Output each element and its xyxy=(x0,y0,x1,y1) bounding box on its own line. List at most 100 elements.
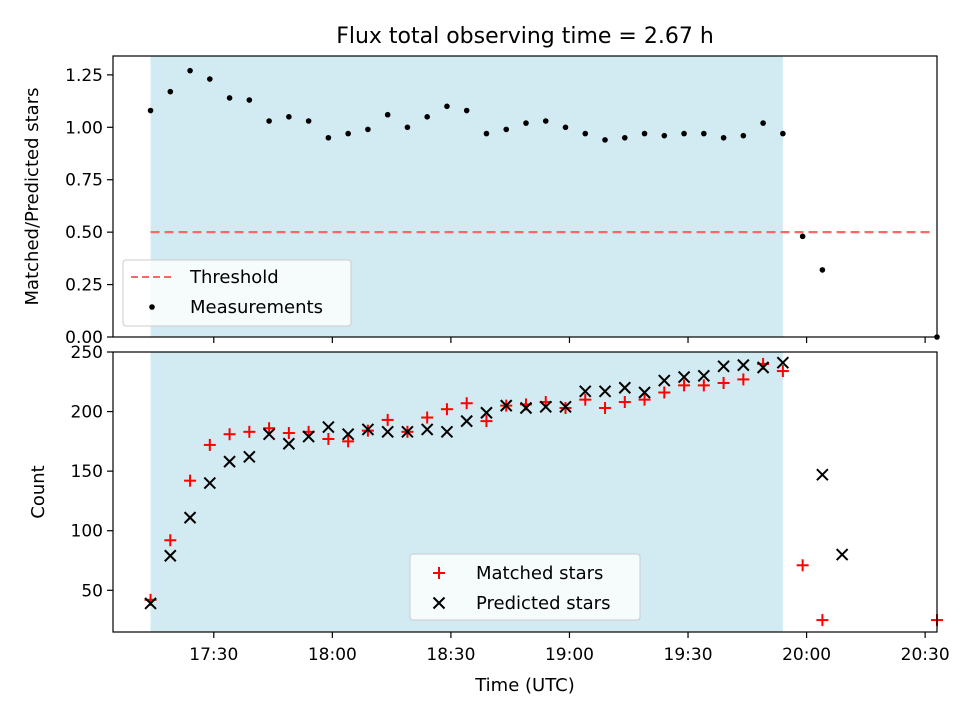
predicted-star-point-b xyxy=(164,549,177,562)
predicted-star-point xyxy=(262,428,276,441)
predicted-star-point-b xyxy=(381,425,394,439)
matched-star-point xyxy=(421,411,434,424)
matched-star-point xyxy=(796,559,809,572)
measurement-point xyxy=(365,126,371,133)
matched-star-point xyxy=(816,614,829,627)
matched-star-point xyxy=(480,415,493,428)
predicted-star-point-b xyxy=(183,511,197,524)
matched-star-point xyxy=(678,379,691,392)
measurement-point xyxy=(819,267,826,273)
legend-x-marker-b xyxy=(432,596,446,610)
measurement-point xyxy=(384,111,391,118)
measurement-point xyxy=(760,120,766,126)
predicted-star-point-b xyxy=(638,386,651,399)
matched-star-point xyxy=(381,413,394,426)
measurement-point xyxy=(325,134,332,141)
matched-star-point xyxy=(184,474,197,487)
predicted-star-point-b xyxy=(737,358,750,372)
predicted-star-point xyxy=(381,425,394,439)
chart-title: Flux total observing time = 2.67 h xyxy=(336,24,714,49)
legend-measurements-label: Measurements xyxy=(190,297,323,318)
top-points-layer xyxy=(147,67,940,340)
predicted-star-point-b xyxy=(282,437,296,450)
top-panel: 0.00 0.25 0.50 0.75 1.00 1.25 Matched/Predict… xyxy=(22,55,940,348)
top-y-tick-label: 0.00 xyxy=(65,328,103,348)
predicted-star-point-b xyxy=(579,385,592,398)
legend-predicted-stars-label: Predicted stars xyxy=(476,593,610,614)
predicted-star-point xyxy=(164,549,177,562)
matched-star-point xyxy=(203,438,216,451)
measurement-point xyxy=(681,130,687,137)
matched-star-point xyxy=(243,425,256,438)
legend-matched-stars-label: Matched stars xyxy=(476,563,603,584)
predicted-star-point xyxy=(618,381,631,394)
matched-star-point xyxy=(599,402,612,414)
predicted-star-point-b xyxy=(697,369,711,383)
predicted-star-point-b xyxy=(480,406,493,419)
matched-star-point xyxy=(223,428,236,441)
predicted-star-point-b xyxy=(835,548,849,561)
measurement-point xyxy=(523,120,529,126)
predicted-star-point-b xyxy=(243,450,256,464)
bottom-axes-frame xyxy=(112,351,938,633)
matched-star-point xyxy=(638,393,651,406)
predicted-star-point xyxy=(559,400,572,414)
top-y-tick-label: 1.00 xyxy=(65,118,103,138)
predicted-star-point-b xyxy=(262,428,276,441)
measurement-point xyxy=(799,233,806,240)
predicted-star-point xyxy=(677,370,691,384)
measurement-point xyxy=(226,95,233,101)
bottom-y-tick-label: 150 xyxy=(71,462,103,482)
matched-star-point xyxy=(440,403,453,416)
legend-threshold-label: Threshold xyxy=(189,267,279,288)
predicted-star-point xyxy=(816,468,829,481)
measurement-point xyxy=(582,130,589,137)
predicted-star-point xyxy=(302,430,315,443)
top-y-tick-label: 0.75 xyxy=(65,171,103,191)
predicted-star-point-b xyxy=(440,425,454,439)
measurement-point xyxy=(246,97,253,103)
top-y-tick-label: 0.25 xyxy=(65,276,103,296)
measurement-point xyxy=(167,88,174,95)
predicted-star-point-b xyxy=(500,399,513,412)
predicted-star-point xyxy=(737,358,750,372)
predicted-star-point-b xyxy=(322,420,335,434)
measurement-point xyxy=(266,118,272,124)
measurement-point xyxy=(621,134,628,141)
bottom-panel: 50 100 150 200 250 17:30 18:00 18:30 19:00 19:30… xyxy=(28,343,950,696)
bottom-y-tick-label: 200 xyxy=(71,403,103,423)
predicted-star-point xyxy=(322,420,335,434)
measurement-point xyxy=(286,114,292,120)
predicted-star-point-b xyxy=(598,385,612,398)
legend-matched-stars-swatch xyxy=(433,567,445,579)
measurement-point xyxy=(147,107,154,114)
legend-x-marker xyxy=(432,596,446,610)
measurement-point xyxy=(701,130,707,137)
predicted-star-point-b xyxy=(618,381,631,394)
matched-star-point xyxy=(322,432,335,445)
legend-plus-marker xyxy=(433,567,445,579)
measurement-point xyxy=(424,114,430,120)
bottom-points-layer xyxy=(144,356,943,627)
predicted-star-point-b xyxy=(539,400,552,414)
predicted-star-point-b xyxy=(816,468,829,481)
measurement-point xyxy=(207,76,213,82)
predicted-star-point xyxy=(183,511,197,524)
predicted-star-point-b xyxy=(717,360,730,373)
measurement-point xyxy=(463,107,470,114)
matched-star-point xyxy=(737,373,750,386)
predicted-star-point-b xyxy=(420,423,434,436)
predicted-star-point xyxy=(717,360,730,373)
measurement-point xyxy=(602,137,608,143)
matched-star-point xyxy=(579,393,592,406)
predicted-star-point-b xyxy=(756,361,770,374)
bottom-y-tick-label: 100 xyxy=(71,522,103,542)
predicted-star-point-b xyxy=(677,370,691,384)
measurement-point xyxy=(780,130,786,137)
measurement-point xyxy=(641,130,648,137)
measurement-point xyxy=(444,103,450,110)
measurement-point xyxy=(740,132,747,139)
top-y-axis-label: Matched/Predicted stars xyxy=(22,88,43,306)
measurement-point xyxy=(187,67,193,74)
predicted-star-point xyxy=(776,356,790,369)
